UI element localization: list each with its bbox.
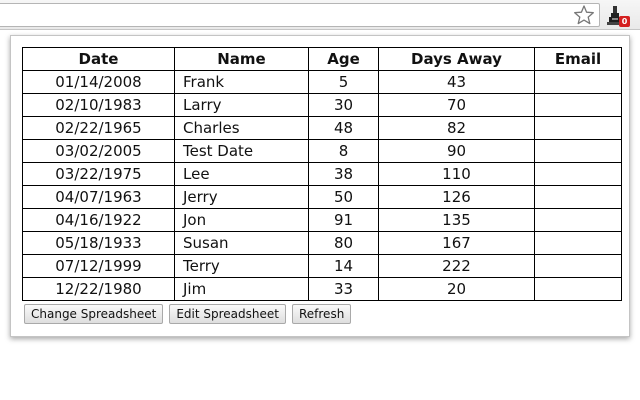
cell-days-away: 135 [378, 208, 535, 232]
cell-days-away: 110 [378, 162, 535, 186]
cell-age: 80 [308, 231, 379, 255]
cell-age: 33 [308, 277, 379, 301]
refresh-button[interactable]: Refresh [291, 304, 352, 324]
cell-date: 02/10/1983 [22, 93, 175, 117]
address-bar[interactable] [0, 3, 600, 27]
cell-age: 5 [308, 70, 379, 94]
table-row: 03/22/1975 Lee 38 110 [22, 162, 622, 186]
table-row: 04/07/1963 Jerry 50 126 [22, 185, 622, 209]
browser-toolbar: 0 [0, 0, 640, 30]
cell-days-away: 222 [378, 254, 535, 278]
edit-spreadsheet-button[interactable]: Edit Spreadsheet [169, 304, 286, 324]
cell-email [534, 254, 622, 278]
change-spreadsheet-button[interactable]: Change Spreadsheet [24, 304, 164, 324]
cell-days-away: 70 [378, 93, 535, 117]
extension-icon[interactable] [603, 3, 629, 29]
cell-date: 05/18/1933 [22, 231, 175, 255]
cell-date: 03/22/1975 [22, 162, 175, 186]
cell-age: 30 [308, 93, 379, 117]
column-header-days-away: Days Away [378, 47, 535, 71]
cell-email [534, 231, 622, 255]
cell-name: Frank [174, 70, 309, 94]
table-row: 07/12/1999 Terry 14 222 [22, 254, 622, 278]
cell-name: Terry [174, 254, 309, 278]
star-icon[interactable] [573, 4, 595, 26]
cell-date: 12/22/1980 [22, 277, 175, 301]
cell-name: Jerry [174, 185, 309, 209]
column-header-date: Date [22, 47, 175, 71]
cell-age: 50 [308, 185, 379, 209]
cell-email [534, 116, 622, 140]
cell-days-away: 43 [378, 70, 535, 94]
cell-email [534, 185, 622, 209]
cell-date: 01/14/2008 [22, 70, 175, 94]
cell-age: 91 [308, 208, 379, 232]
cell-days-away: 167 [378, 231, 535, 255]
table-row: 01/14/2008 Frank 5 43 [22, 70, 622, 94]
cell-name: Jon [174, 208, 309, 232]
cell-email [534, 93, 622, 117]
cell-date: 03/02/2005 [22, 139, 175, 163]
cell-date: 02/22/1965 [22, 116, 175, 140]
cell-name: Jim [174, 277, 309, 301]
extension-badge: 0 [619, 16, 630, 27]
cell-days-away: 20 [378, 277, 535, 301]
cell-name: Charles [174, 116, 309, 140]
cell-date: 04/07/1963 [22, 185, 175, 209]
cell-name: Larry [174, 93, 309, 117]
extension-popup: Date Name Age Days Away Email 01/14/2008… [10, 35, 630, 337]
cell-name: Test Date [174, 139, 309, 163]
cell-age: 38 [308, 162, 379, 186]
cell-age: 48 [308, 116, 379, 140]
cell-email [534, 208, 622, 232]
spreadsheet-table: Date Name Age Days Away Email 01/14/2008… [22, 47, 622, 301]
table-row: 03/02/2005 Test Date 8 90 [22, 139, 622, 163]
column-header-email: Email [534, 47, 622, 71]
table-row: 05/18/1933 Susan 80 167 [22, 231, 622, 255]
cell-email [534, 139, 622, 163]
table-row: 02/22/1965 Charles 48 82 [22, 116, 622, 140]
cell-days-away: 90 [378, 139, 535, 163]
cell-age: 8 [308, 139, 379, 163]
cell-email [534, 70, 622, 94]
cell-age: 14 [308, 254, 379, 278]
cell-name: Susan [174, 231, 309, 255]
column-header-age: Age [308, 47, 379, 71]
cell-date: 04/16/1922 [22, 208, 175, 232]
cell-date: 07/12/1999 [22, 254, 175, 278]
cell-email [534, 162, 622, 186]
cell-email [534, 277, 622, 301]
cell-days-away: 126 [378, 185, 535, 209]
cell-days-away: 82 [378, 116, 535, 140]
table-row: 12/22/1980 Jim 33 20 [22, 277, 622, 301]
table-row: 02/10/1983 Larry 30 70 [22, 93, 622, 117]
column-header-name: Name [174, 47, 309, 71]
action-buttons: Change Spreadsheet Edit Spreadsheet Refr… [24, 304, 352, 324]
table-header-row: Date Name Age Days Away Email [22, 47, 622, 71]
table-row: 04/16/1922 Jon 91 135 [22, 208, 622, 232]
cell-name: Lee [174, 162, 309, 186]
